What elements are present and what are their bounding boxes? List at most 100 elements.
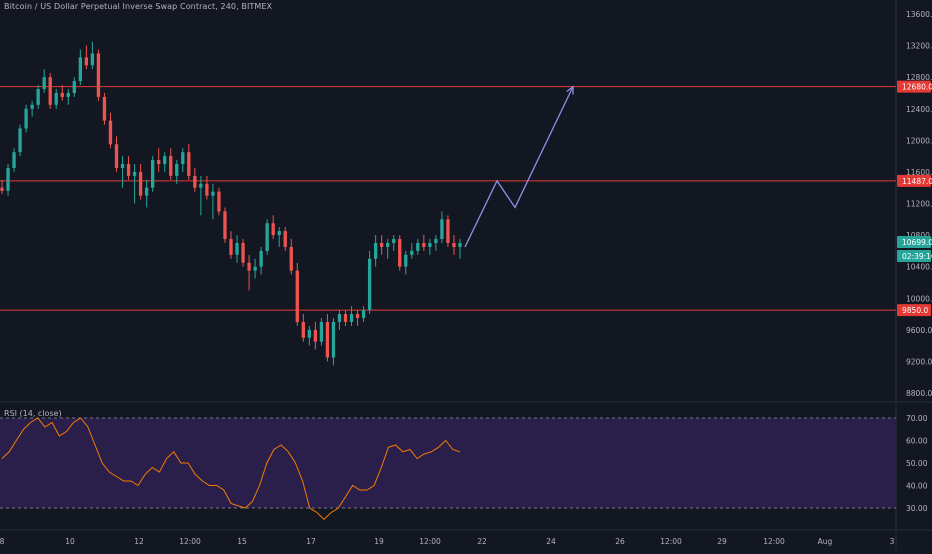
candle[interactable]	[138, 164, 143, 200]
candle-body	[392, 239, 396, 243]
candle[interactable]	[386, 239, 390, 259]
candle[interactable]	[24, 104, 28, 133]
candle[interactable]	[181, 148, 185, 172]
candle[interactable]	[42, 69, 46, 93]
candle[interactable]	[241, 239, 245, 267]
candle[interactable]	[12, 148, 16, 172]
price-badge-level[interactable]: 9850.0	[897, 304, 931, 317]
candle[interactable]	[66, 89, 70, 105]
candle[interactable]	[132, 164, 137, 204]
candle[interactable]	[277, 227, 281, 247]
candle[interactable]	[410, 242, 414, 259]
candle[interactable]	[319, 317, 324, 346]
rsi-tick-label: 60.00	[906, 437, 928, 446]
price-tick-label: 13200.0	[906, 42, 932, 51]
candle[interactable]	[271, 215, 275, 240]
candle[interactable]	[72, 77, 76, 97]
candle[interactable]	[175, 160, 179, 184]
candle[interactable]	[283, 227, 287, 251]
candle[interactable]	[361, 306, 366, 322]
candle[interactable]	[217, 187, 221, 216]
candle[interactable]	[169, 148, 173, 180]
candle[interactable]	[193, 167, 197, 192]
candle[interactable]	[428, 239, 432, 255]
candle[interactable]	[446, 215, 450, 247]
candle[interactable]	[404, 250, 408, 275]
candle[interactable]	[367, 250, 372, 315]
candle[interactable]	[102, 92, 107, 125]
candle-body	[349, 314, 354, 322]
candle[interactable]	[211, 183, 215, 220]
candle[interactable]	[235, 235, 239, 263]
candle-body	[211, 191, 215, 196]
candle[interactable]	[60, 85, 64, 101]
candle[interactable]	[151, 156, 155, 192]
candle[interactable]	[223, 207, 227, 243]
price-badge-timer[interactable]: 02:39:16	[897, 250, 932, 262]
candle[interactable]	[157, 148, 161, 172]
candle-body	[187, 152, 191, 176]
candle[interactable]	[120, 156, 125, 188]
candle[interactable]	[78, 49, 82, 86]
candle[interactable]	[301, 314, 305, 342]
candle[interactable]	[114, 136, 119, 172]
candle[interactable]	[48, 73, 52, 109]
candle[interactable]	[295, 262, 299, 326]
candle[interactable]	[36, 85, 40, 109]
candle[interactable]	[380, 235, 384, 255]
candle[interactable]	[331, 317, 336, 366]
candle[interactable]	[392, 235, 396, 251]
candle[interactable]	[126, 156, 131, 180]
price-badge-bg	[897, 250, 931, 262]
candle[interactable]	[349, 306, 354, 326]
candle[interactable]	[6, 164, 10, 196]
candle[interactable]	[458, 239, 462, 259]
candle[interactable]	[163, 152, 167, 172]
candle[interactable]	[373, 235, 378, 267]
candle[interactable]	[313, 321, 318, 350]
forecast-path-line[interactable]	[464, 86, 574, 248]
candle[interactable]	[30, 100, 34, 117]
candle[interactable]	[325, 314, 330, 362]
candle[interactable]	[54, 89, 58, 109]
candle[interactable]	[337, 310, 342, 330]
candle[interactable]	[253, 258, 257, 279]
price-badge-level[interactable]: 11487.0	[897, 174, 932, 187]
candle[interactable]	[229, 231, 233, 259]
candle[interactable]	[90, 41, 95, 70]
candle[interactable]	[247, 254, 251, 291]
candle[interactable]	[18, 124, 22, 157]
candle[interactable]	[416, 239, 420, 255]
candle[interactable]	[307, 325, 311, 346]
candle[interactable]	[259, 246, 263, 275]
candle[interactable]	[440, 211, 444, 243]
candle[interactable]	[434, 235, 438, 251]
time-tick-label: 29	[717, 537, 727, 546]
candle[interactable]	[84, 45, 89, 70]
candle[interactable]	[422, 235, 426, 251]
candle[interactable]	[452, 235, 456, 255]
rsi-tick-label: 30.00	[906, 504, 928, 513]
candle[interactable]	[205, 175, 209, 200]
time-tick-label: 15	[237, 537, 247, 546]
rsi-indicator-label[interactable]: RSI (14, close)	[4, 409, 62, 418]
price-tick-label: 12800.0	[906, 73, 932, 82]
price-badge-level[interactable]: 12680.0	[897, 80, 932, 93]
candle[interactable]	[144, 179, 149, 208]
candle-body	[343, 314, 348, 322]
candle[interactable]	[265, 219, 269, 255]
candle[interactable]	[199, 175, 203, 216]
rsi-line[interactable]	[1, 417, 461, 520]
candle[interactable]	[355, 310, 360, 326]
candle[interactable]	[187, 144, 191, 180]
candle[interactable]	[343, 310, 348, 326]
candle-body	[410, 250, 414, 255]
candle[interactable]	[0, 179, 4, 195]
candle[interactable]	[289, 239, 293, 275]
candle[interactable]	[398, 235, 402, 271]
candle[interactable]	[96, 49, 101, 101]
candle[interactable]	[108, 112, 113, 149]
price-badge-price[interactable]: 10699.0	[897, 236, 932, 248]
